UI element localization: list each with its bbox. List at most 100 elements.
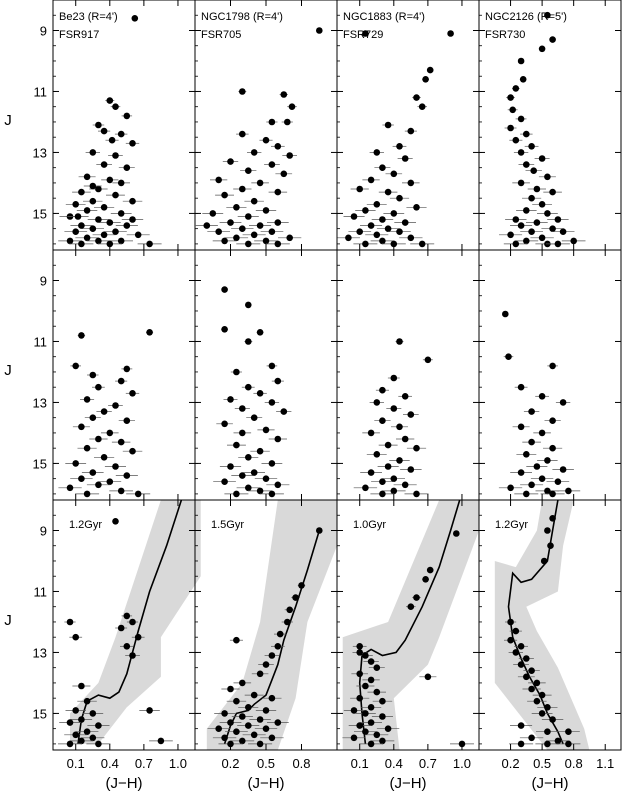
data-point bbox=[512, 649, 520, 656]
data-point bbox=[78, 240, 85, 248]
data-point bbox=[517, 661, 525, 668]
data-point bbox=[129, 390, 136, 397]
cluster-name-label: Be23 (R=4') bbox=[59, 11, 118, 23]
data-point bbox=[565, 740, 572, 748]
data-point bbox=[100, 408, 108, 415]
data-point bbox=[245, 722, 252, 729]
data-point bbox=[517, 179, 525, 187]
data-point bbox=[512, 627, 520, 635]
data-point bbox=[129, 447, 136, 455]
data-point bbox=[407, 234, 415, 242]
data-point bbox=[274, 188, 282, 196]
data-point bbox=[528, 667, 535, 674]
fsr-id-label: FSR917 bbox=[59, 29, 99, 41]
data-point bbox=[106, 176, 114, 184]
data-point bbox=[453, 530, 460, 537]
data-point bbox=[72, 633, 79, 641]
data-point bbox=[373, 231, 381, 239]
data-point bbox=[538, 429, 546, 437]
data-point bbox=[390, 240, 398, 248]
data-point bbox=[274, 643, 282, 650]
cluster-name-label: NGC1798 (R=4') bbox=[201, 11, 283, 23]
data-point bbox=[215, 725, 222, 732]
data-point bbox=[367, 740, 375, 748]
data-point bbox=[384, 188, 392, 196]
x-axis-title-col1: (J−H) bbox=[105, 775, 142, 792]
data-point bbox=[256, 487, 264, 495]
data-point bbox=[373, 201, 381, 208]
data-point bbox=[108, 136, 116, 144]
data-point bbox=[221, 420, 228, 428]
data-point bbox=[379, 478, 386, 486]
data-point bbox=[134, 231, 142, 239]
data-point bbox=[146, 240, 153, 248]
data-point bbox=[530, 167, 537, 174]
data-point bbox=[458, 740, 466, 748]
data-point bbox=[547, 542, 554, 549]
data-point bbox=[227, 463, 234, 470]
data-point bbox=[384, 225, 392, 232]
data-point bbox=[95, 435, 102, 443]
data-point bbox=[390, 170, 398, 178]
data-point bbox=[221, 734, 228, 742]
data-point bbox=[544, 173, 551, 181]
data-point bbox=[544, 527, 551, 534]
panel-r3-c4: 0.2 0.5 0.8 1.1 1.2Gyr bbox=[478, 499, 622, 771]
data-point bbox=[401, 481, 409, 489]
data-point bbox=[274, 143, 282, 150]
data-point bbox=[129, 216, 136, 223]
data-point bbox=[100, 231, 108, 239]
data-point bbox=[424, 356, 432, 364]
data-point bbox=[538, 234, 546, 242]
data-point bbox=[517, 383, 525, 391]
x-tick-label: 1.0 bbox=[169, 756, 187, 771]
data-point bbox=[396, 457, 403, 464]
data-point bbox=[78, 475, 85, 483]
panel-r3-c1: 9 11 13 15 0.1 0.4 0.7 1.0 1.2Gyr bbox=[33, 499, 201, 771]
data-point bbox=[89, 371, 97, 379]
data-point bbox=[78, 737, 85, 745]
data-point bbox=[286, 234, 294, 242]
data-point bbox=[544, 457, 551, 464]
x-tick-label: 0.7 bbox=[419, 756, 437, 771]
data-point bbox=[123, 164, 131, 171]
data-point bbox=[95, 121, 102, 129]
data-point bbox=[83, 728, 91, 735]
y-tick-label: 13 bbox=[33, 645, 47, 660]
data-point bbox=[112, 191, 119, 199]
data-point bbox=[396, 228, 403, 235]
data-point bbox=[544, 740, 551, 748]
data-point bbox=[256, 447, 264, 455]
data-point bbox=[507, 124, 514, 132]
data-point bbox=[239, 405, 246, 412]
panel-grid: 9 11 13 15 Be23 (R=4') FSR917 NGC1798 (R=4') FS… bbox=[33, 0, 622, 771]
data-point bbox=[512, 216, 520, 223]
data-point bbox=[268, 652, 276, 659]
data-point bbox=[362, 207, 369, 214]
data-point bbox=[66, 484, 74, 492]
data-point bbox=[559, 228, 567, 235]
data-point bbox=[78, 332, 85, 339]
data-point bbox=[268, 399, 276, 406]
data-point bbox=[106, 97, 114, 104]
data-point bbox=[245, 383, 252, 391]
data-point bbox=[549, 444, 556, 452]
panel-frame bbox=[478, 249, 622, 501]
data-point bbox=[424, 673, 432, 681]
data-point bbox=[384, 441, 392, 449]
data-point bbox=[538, 393, 546, 400]
data-point bbox=[117, 377, 125, 385]
panel-r2-c1: 9 11 13 15 bbox=[33, 249, 196, 501]
data-point bbox=[106, 429, 114, 437]
data-point bbox=[396, 194, 403, 202]
data-point bbox=[129, 197, 136, 205]
data-point bbox=[559, 399, 567, 406]
y-tick-label: 15 bbox=[33, 456, 47, 471]
data-point bbox=[356, 643, 364, 650]
data-point bbox=[123, 643, 131, 650]
data-point bbox=[517, 149, 525, 156]
data-point bbox=[83, 234, 91, 242]
data-point bbox=[507, 618, 514, 626]
data-point bbox=[100, 161, 108, 168]
x-tick-label: 0.4 bbox=[385, 756, 403, 771]
